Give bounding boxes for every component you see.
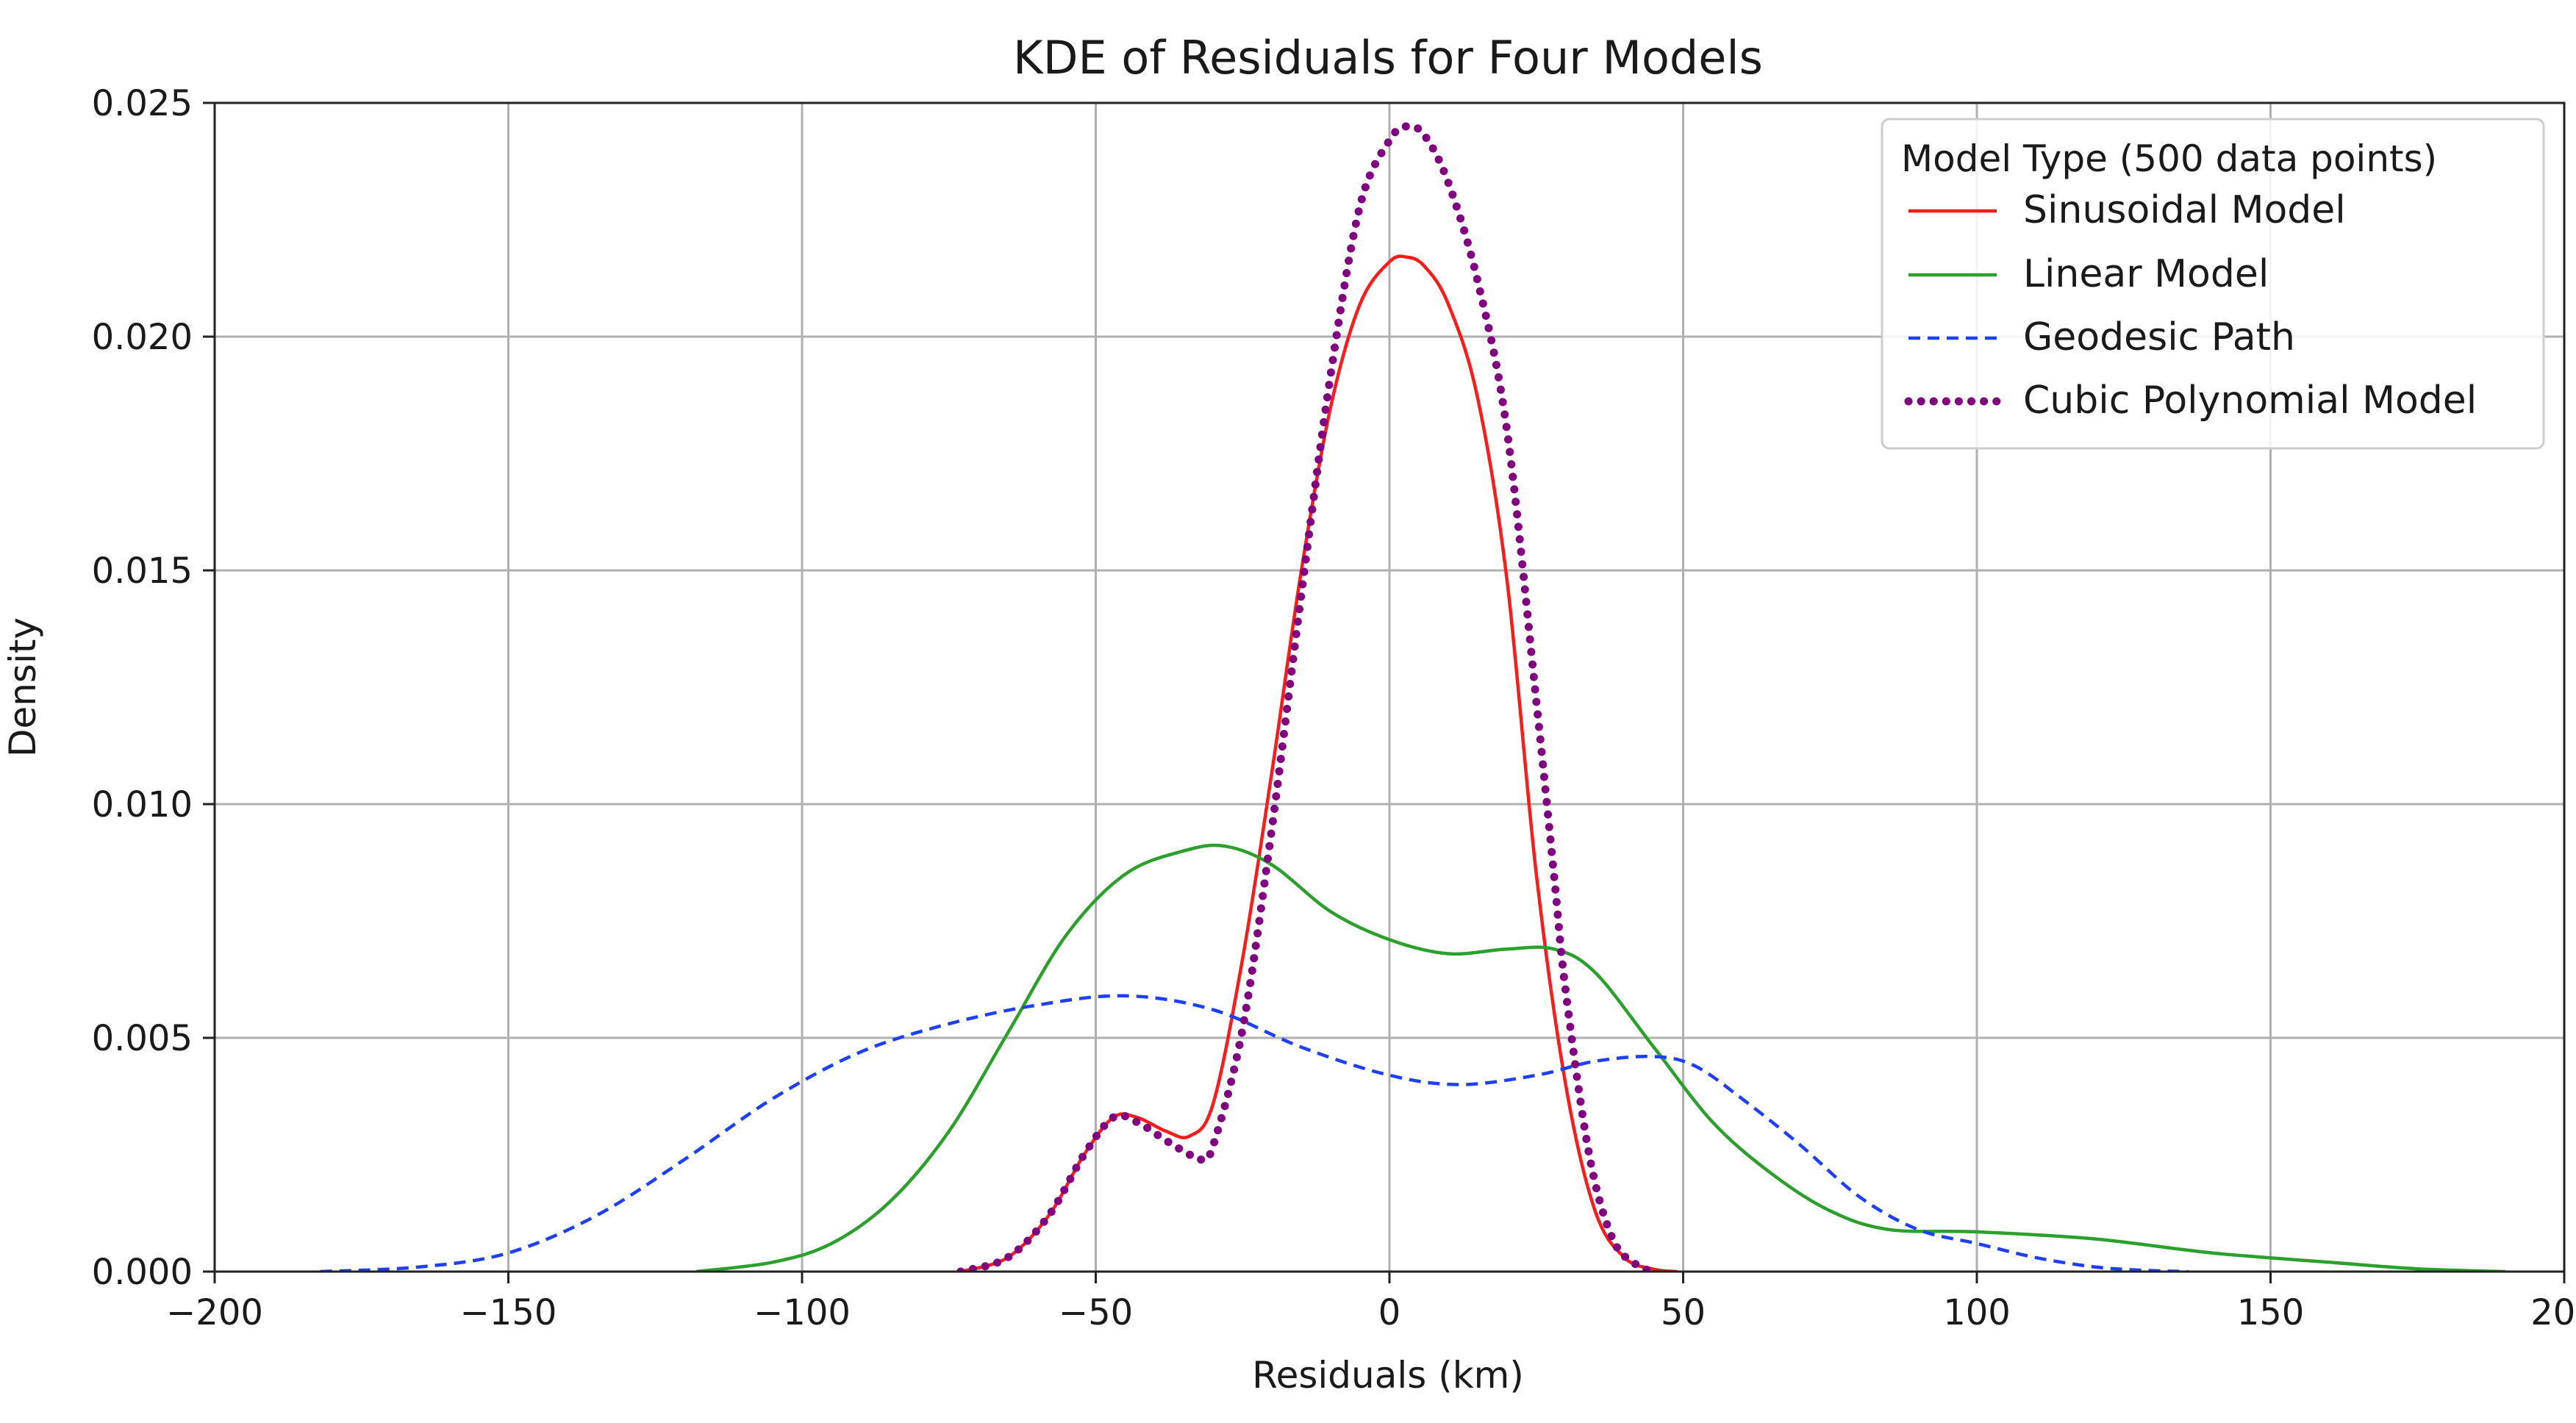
y-tick-label: 0.025 [92,83,193,124]
x-tick-label: −50 [1059,1292,1133,1333]
plot-area [320,122,2506,1272]
x-tick-label: −200 [166,1292,263,1333]
legend-label-sinusoidal-model: Sinusoidal Model [2023,188,2346,232]
legend-box [1881,118,2545,450]
x-tick-label: 50 [1661,1292,1706,1333]
series-line-sinusoidal-model [960,254,1678,1272]
series-layer [320,122,2506,1272]
chart-title: KDE of Residuals for Four Models [1013,31,1763,85]
x-tick-label: 0 [1378,1292,1401,1333]
x-tick-label: −100 [754,1292,851,1333]
series-line-geodesic-path [320,994,2189,1272]
legend-items: Sinusoidal Model Linear Model Geodesic Pat… [1904,188,2477,423]
y-tick-label: 0.000 [92,1252,193,1293]
legend-label-geodesic-path: Geodesic Path [2023,315,2295,359]
y-tick-label: 0.015 [92,551,193,592]
legend-label-cubic-polynomial-model: Cubic Polynomial Model [2023,379,2477,423]
series-line-cubic-polynomial-model [956,122,1659,1272]
x-tick-label: 200 [2530,1292,2576,1333]
y-axis-ticks: 0.000 0.005 0.010 0.015 0.020 0.025 [92,83,215,1293]
y-tick-label: 0.020 [92,317,193,358]
x-axis-ticks: −200 −150 −100 −50 0 50 100 150 200 [166,1272,2576,1333]
legend-label-linear-model: Linear Model [2023,252,2269,296]
y-tick-label: 0.005 [92,1018,193,1059]
x-axis-label: Residuals (km) [1252,1354,1524,1397]
y-axis-label: Density [1,617,44,757]
x-tick-label: −150 [460,1292,557,1333]
x-tick-label: 150 [2237,1292,2305,1333]
legend-title: Model Type (500 data points) [1901,137,2437,180]
legend: Model Type (500 data points) Sinusoidal … [1881,118,2545,450]
y-tick-label: 0.010 [92,784,193,825]
series-line-linear-model [695,843,2506,1272]
x-tick-label: 100 [1943,1292,2011,1333]
